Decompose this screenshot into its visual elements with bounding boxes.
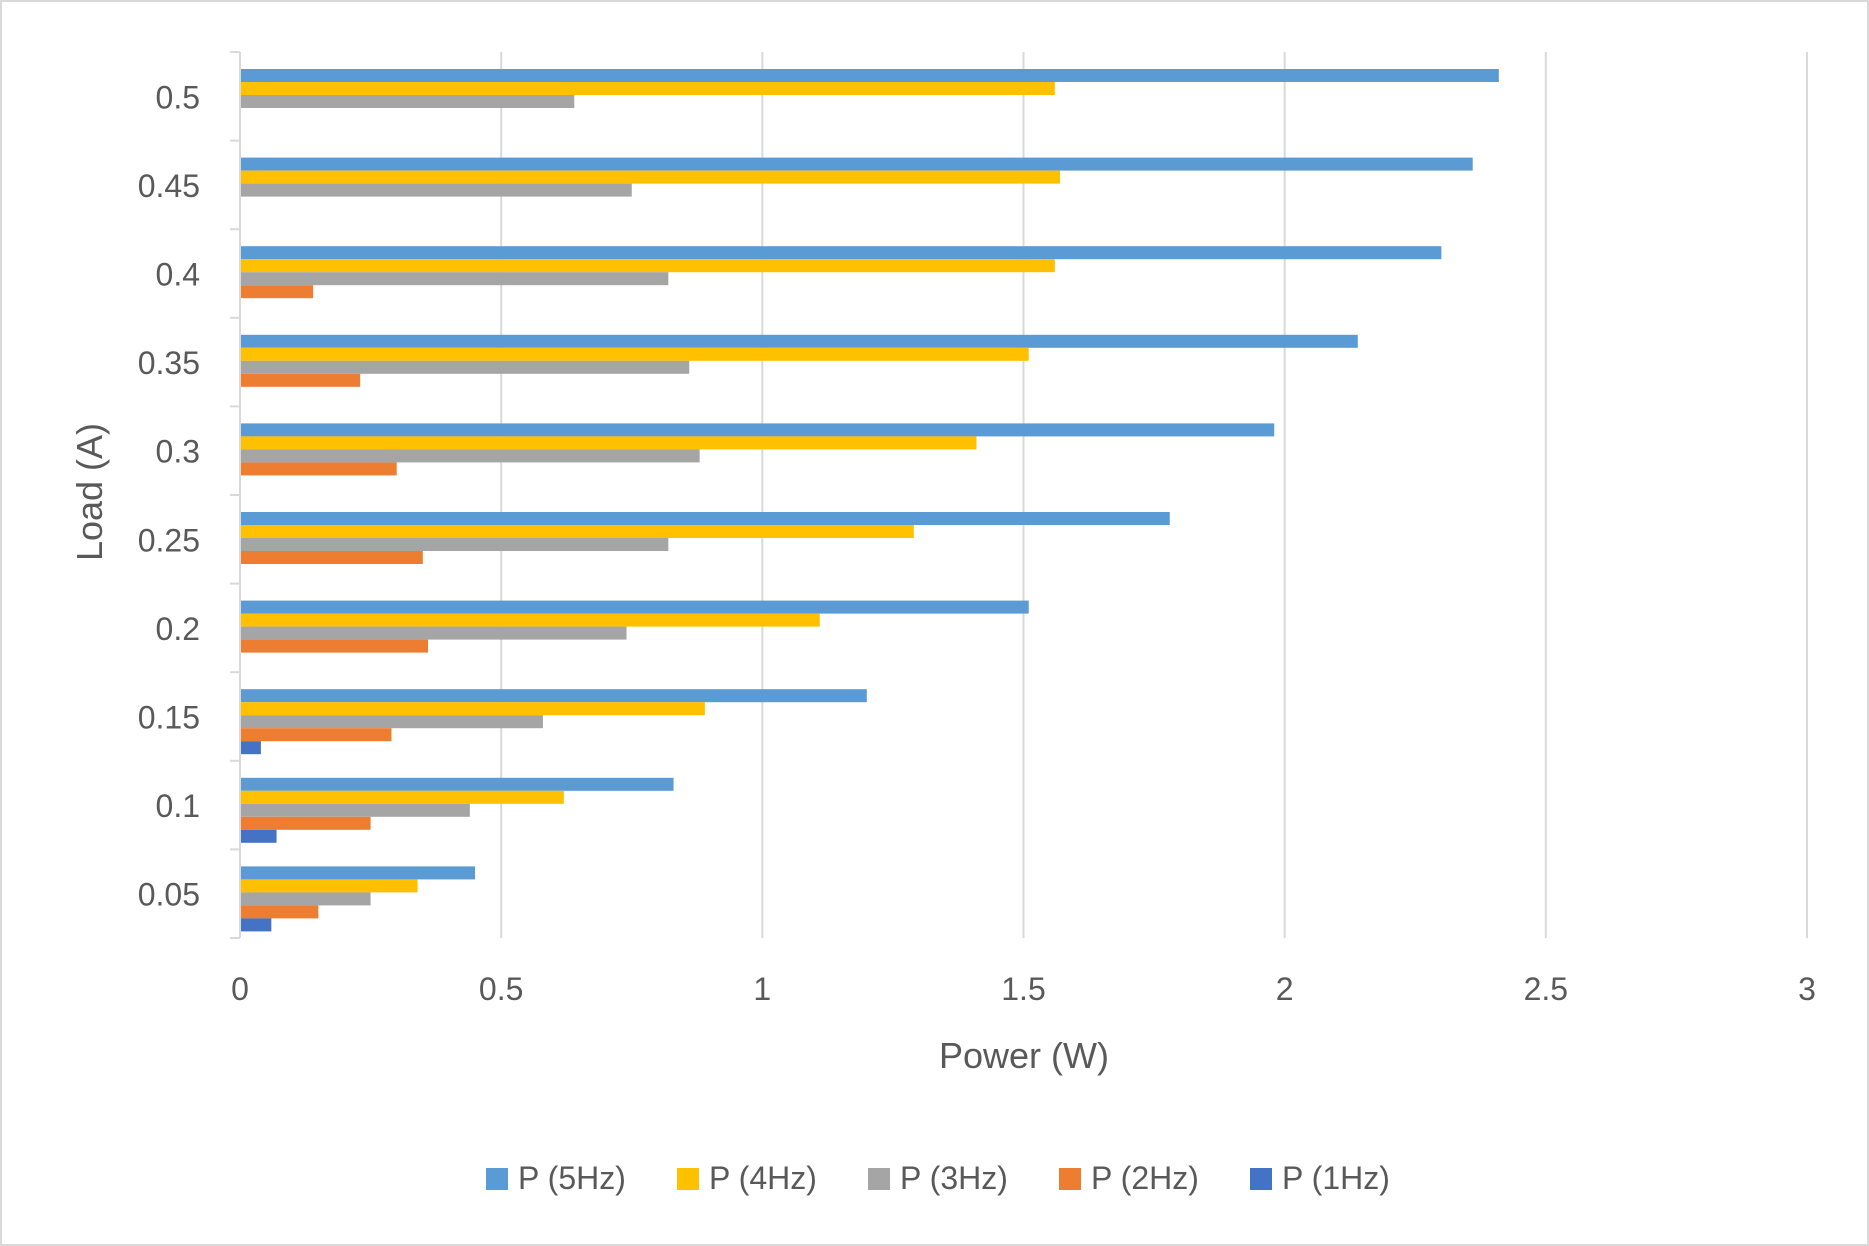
legend-label: P (1Hz) <box>1282 1160 1390 1196</box>
x-axis-title: Power (W) <box>939 1035 1109 1076</box>
x-tick-label: 0.5 <box>479 971 523 1007</box>
bar <box>240 360 690 374</box>
y-tick-label: 0.25 <box>138 522 200 558</box>
bar <box>240 449 700 463</box>
legend-label: P (4Hz) <box>709 1160 817 1196</box>
y-axis-ticks: 0.05 0.1 0.15 0.2 0.25 0.3 0.35 0.4 0.45 0.5 <box>138 79 200 912</box>
bar <box>240 525 914 538</box>
legend-swatch <box>868 1168 890 1190</box>
bar <box>240 639 429 653</box>
x-tick-label: 3 <box>1798 971 1816 1007</box>
x-tick-label: 0 <box>231 971 249 1007</box>
bar <box>240 373 361 387</box>
bars <box>240 69 1499 932</box>
bar <box>240 157 1473 171</box>
y-tick-label: 0.3 <box>156 434 200 470</box>
bar <box>240 272 669 286</box>
bar <box>240 741 261 755</box>
bar <box>240 879 418 893</box>
y-tick-label: 0.5 <box>156 79 200 115</box>
bar <box>240 715 543 729</box>
gridlines <box>500 52 1808 938</box>
bar <box>240 626 627 640</box>
bar <box>240 702 705 716</box>
x-axis-ticks: 0 0.5 1 1.5 2 2.5 3 <box>231 971 1816 1007</box>
y-tick-label: 0.45 <box>138 168 200 204</box>
y-axis <box>230 51 241 939</box>
bar <box>240 551 423 564</box>
bar <box>240 918 272 932</box>
bar <box>240 436 977 450</box>
bar <box>240 462 397 476</box>
legend-swatch <box>677 1168 699 1190</box>
bar <box>240 285 314 299</box>
bar <box>240 777 674 791</box>
legend-swatch <box>1059 1168 1081 1190</box>
bar <box>240 512 1170 525</box>
legend-label: P (3Hz) <box>900 1160 1008 1196</box>
legend-swatch <box>1250 1168 1272 1190</box>
bar <box>240 259 1055 273</box>
y-tick-label: 0.15 <box>138 700 200 736</box>
y-tick-label: 0.2 <box>156 611 200 647</box>
legend-swatch <box>486 1168 508 1190</box>
bar <box>240 600 1029 614</box>
y-tick-label: 0.35 <box>138 345 200 381</box>
legend: P (5Hz) P (4Hz) P (3Hz) P (2Hz) P (1Hz) <box>486 1160 1390 1196</box>
bar <box>240 95 575 108</box>
y-tick-label: 0.05 <box>138 877 200 913</box>
bar <box>240 538 669 551</box>
y-axis-title: Load (A) <box>69 423 110 561</box>
bar <box>240 423 1275 437</box>
x-tick-label: 2 <box>1276 971 1294 1007</box>
bar <box>240 334 1358 348</box>
bar <box>240 866 476 880</box>
bar <box>240 728 392 742</box>
bar <box>240 347 1029 361</box>
bar <box>240 689 867 703</box>
bar <box>240 803 470 817</box>
x-tick-label: 1.5 <box>1001 971 1045 1007</box>
bar <box>240 183 632 197</box>
y-tick-label: 0.4 <box>156 257 200 293</box>
bar <box>240 829 277 843</box>
legend-label: P (5Hz) <box>518 1160 626 1196</box>
bar <box>240 613 820 627</box>
bar <box>240 69 1499 82</box>
bar <box>240 816 371 830</box>
bar <box>240 170 1061 184</box>
x-tick-label: 1 <box>753 971 771 1007</box>
bar <box>240 892 371 906</box>
bar <box>240 905 319 919</box>
bar <box>240 246 1442 260</box>
x-tick-label: 2.5 <box>1524 971 1568 1007</box>
legend-label: P (2Hz) <box>1091 1160 1199 1196</box>
bar <box>240 790 564 804</box>
bar <box>240 82 1055 95</box>
y-tick-label: 0.1 <box>156 788 200 824</box>
